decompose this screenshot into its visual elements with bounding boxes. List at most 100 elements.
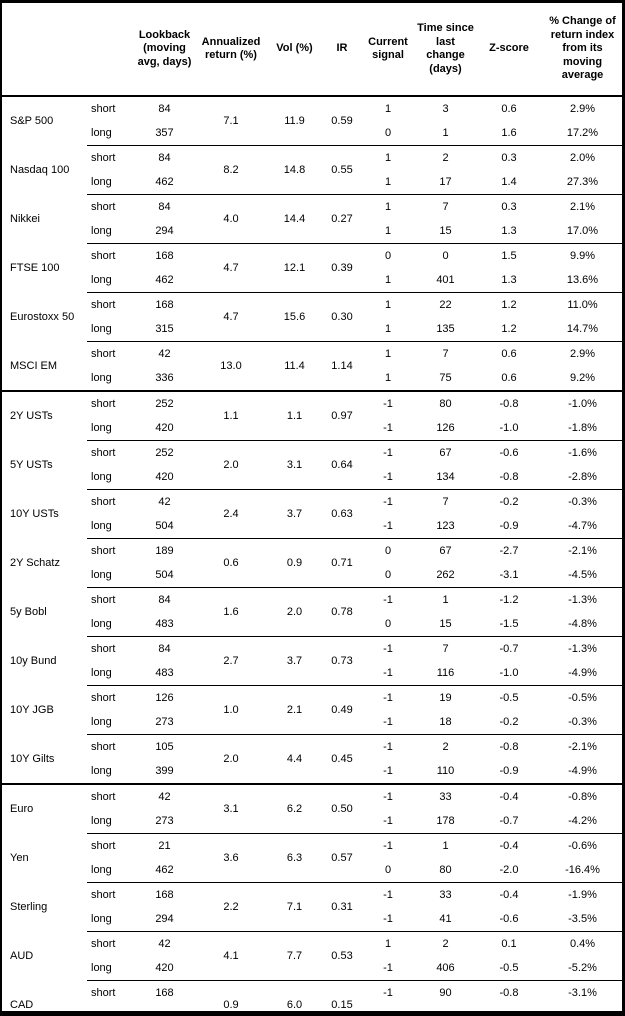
zscore-value: -0.8 (499, 471, 519, 483)
time-since-change-value: 7 (416, 489, 475, 514)
time-since-change-value: 123 (436, 520, 455, 532)
row-horizon-label: long (91, 716, 112, 728)
ir-value: 0.15 (324, 980, 360, 1016)
lookback-value: 42 (132, 783, 197, 809)
signal-value: 0 (384, 618, 392, 630)
lookback-value: 21 (132, 833, 197, 858)
pct-change-value: 14.7% (566, 323, 599, 335)
vol-value: 15.6 (265, 292, 324, 342)
time-since-change-value: 2 (416, 734, 475, 759)
pct-change-value: -0.8% (543, 783, 622, 809)
lookback-value: 126 (132, 685, 197, 710)
ir-value: 0.30 (324, 292, 360, 342)
table-row: long 294 1 15 1.3 17.0% (2, 219, 622, 244)
time-since-change-value: 80 (416, 390, 475, 416)
signal-value: 1 (360, 931, 416, 956)
vol-value: 11.9 (284, 115, 305, 127)
zscore-value: -2.0 (499, 864, 519, 876)
instrument-name: 10y Bund (10, 655, 57, 667)
zscore-value: -0.4 (475, 882, 543, 907)
signal-value: -1 (383, 471, 393, 483)
signal-value: -1 (360, 1005, 416, 1016)
zscore-value: -0.2 (499, 716, 519, 728)
table-row: FTSE 100 short 168 4.7 12.1 0.39 0 0 1.5 9.9% (2, 243, 622, 293)
ir-value: 0.78 (324, 587, 360, 637)
lookback-value: 294 (155, 225, 174, 237)
instrument-name: CAD (10, 998, 34, 1011)
time-since-change-value: 1 (416, 833, 475, 858)
time-since-change-value: 1 (416, 587, 475, 612)
table-row: long 336 1 75 0.6 9.2% (2, 366, 622, 391)
zscore-value: 0.3 (475, 194, 543, 219)
table-row: long 273 -1 18 -0.2 -0.3% (2, 710, 622, 735)
table-row: Nasdaq 100 short 84 8.2 14.8 0.55 1 2 0.3 2.0% (2, 145, 622, 195)
lookback-value: 462 (155, 864, 174, 876)
row-horizon-label: short (87, 145, 132, 170)
pct-change-value: -4.8% (568, 618, 597, 630)
time-since-change-value: 67 (416, 538, 475, 563)
row-horizon-label: short (87, 390, 132, 416)
zscore-value: 1.5 (475, 243, 543, 268)
lookback-value: 273 (155, 815, 174, 827)
lookback-value: 84 (132, 194, 197, 219)
instrument-name: Eurostoxx 50 (10, 311, 75, 323)
signal-value: 1 (384, 323, 392, 335)
annualized-return-value: 2.7 (197, 636, 265, 686)
zscore-value: 1.3 (501, 225, 517, 237)
annualized-return-value: 1.0 (197, 685, 265, 735)
instrument-name: AUD (10, 950, 34, 962)
vol-value: 7.1 (265, 882, 324, 932)
pct-change-value: -0.3% (568, 716, 597, 728)
lookback-value: 168 (132, 882, 197, 907)
pct-change-value: 17.0% (566, 225, 599, 237)
table-row: CAD short 168 0.9 6.0 0.15 -1 90 -0.8 -3.1% (2, 980, 622, 1016)
pct-change-value: -1.0% (543, 390, 622, 416)
lookback-value: 84 (132, 145, 197, 170)
instrument-name: 2Y USTs (2, 390, 87, 441)
row-horizon-label: long (91, 520, 112, 532)
annualized-return-value: 13.0 (197, 341, 265, 391)
lookback-value: 42 (132, 341, 197, 366)
vol-value: 14.4 (265, 194, 324, 244)
signal-value: 1 (360, 145, 416, 170)
signal-value: -1 (383, 716, 393, 728)
vol-value: 7.7 (265, 931, 324, 981)
header-zscore: Z-score (475, 3, 543, 97)
pct-change-value: -1.9% (543, 882, 622, 907)
ir-value: 0.59 (331, 115, 353, 127)
lookback-value: 294 (155, 913, 174, 925)
header-instrument (2, 3, 87, 97)
row-horizon-label: short (87, 931, 132, 956)
lookback-value: 105 (132, 734, 197, 759)
pct-change-value: -4.9% (568, 667, 597, 679)
lookback-value: 42 (132, 489, 197, 514)
time-since-change-value: 126 (436, 422, 455, 434)
time-since-change-value: 7 (416, 341, 475, 366)
table-row: long 399 -1 110 -0.9 -4.9% (2, 759, 622, 784)
pct-change-value: -4.9% (568, 765, 597, 777)
row-horizon-label: long (91, 422, 112, 434)
row-horizon-label: long (91, 815, 112, 827)
time-since-change-value: 80 (439, 864, 452, 876)
table-row: 2Y USTs short 252 1.1 1.1 0.97 -1 80 -0.8 -1.0% (2, 390, 622, 441)
pct-change-value: 2.9% (543, 341, 622, 366)
table-row: long 462 1 17 1.4 27.3% (2, 170, 622, 195)
pct-change-value: -7.1% (543, 1005, 622, 1016)
time-since-change-value: 134 (436, 471, 455, 483)
time-since-change-value: 41 (439, 913, 452, 925)
pct-change-value: -2.1% (543, 734, 622, 759)
zscore-value: -0.4 (475, 833, 543, 858)
instrument-name: Euro (2, 783, 87, 834)
table-row: long 420 -1 134 -0.8 -2.8% (2, 465, 622, 490)
lookback-value: 462 (155, 176, 174, 188)
annualized-return-value: 0.6 (197, 538, 265, 588)
pct-change-value: 11.0% (543, 292, 622, 317)
table-row: Nikkei short 84 4.0 14.4 0.27 1 7 0.3 2.1% (2, 194, 622, 244)
signal-value: 1 (360, 341, 416, 366)
time-since-change-value: 2 (416, 931, 475, 956)
time-since-change-value: 0 (416, 243, 475, 268)
annualized-return-value: 4.0 (197, 194, 265, 244)
zscore-value: -0.7 (475, 636, 543, 661)
signal-value: 1 (384, 372, 392, 384)
